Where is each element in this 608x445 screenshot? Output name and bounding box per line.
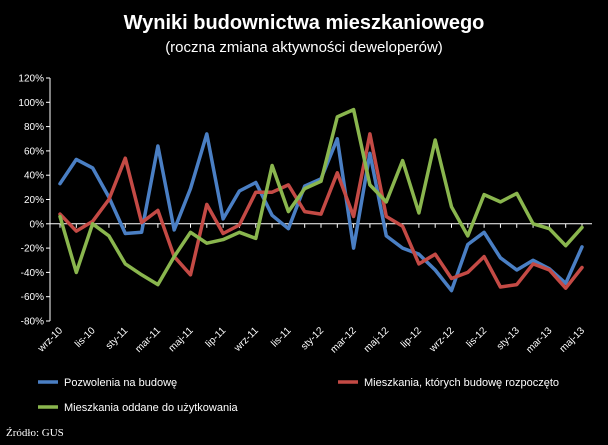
x-tick-label: lis-10	[73, 325, 98, 350]
x-tick-label: maj-11	[167, 325, 196, 354]
x-tick-label: wrz-10	[35, 325, 65, 355]
x-tick-label: wrz-11	[232, 325, 261, 354]
x-tick-label: wrz-12	[427, 325, 457, 355]
x-tick-labels: wrz-10 lis-10 sty-11 mar-11 maj-11 lip-11 wrz-…	[35, 223, 588, 356]
chart-subtitle: (roczna zmiana aktywności deweloperów)	[165, 39, 443, 56]
y-tick-label: -40%	[21, 268, 44, 279]
source-note: Źródło: GUS	[6, 427, 64, 439]
x-tick-label: maj-13	[558, 325, 588, 355]
legend-label: Pozwolenia na budowę	[64, 377, 177, 389]
x-tick-label: lis-11	[269, 325, 293, 349]
y-tick-label: 80%	[24, 122, 44, 133]
x-tick-label: lis-12	[465, 325, 490, 350]
legend-label: Mieszkania oddane do użytkowania	[64, 402, 239, 414]
legend-label: Mieszkania, których budowę rozpoczęto	[364, 377, 559, 389]
y-tick-label: -20%	[21, 244, 44, 255]
x-tick-label: mar-11	[133, 325, 163, 355]
legend: Pozwolenia na budowę Mieszkania, których …	[38, 377, 559, 414]
x-tick-label: mar-12	[329, 325, 359, 355]
y-tick-labels: 120% 100% 80% 60% 40% 20% 0% -20% -40% -60% -80%	[18, 74, 50, 328]
x-tick-label: sty-13	[495, 325, 522, 352]
x-tick-label: lip-11	[204, 325, 229, 350]
y-tick-label: 120%	[18, 74, 44, 85]
y-tick-label: 60%	[24, 146, 44, 157]
x-tick-label: mar-13	[524, 325, 554, 355]
y-tick-label: -60%	[21, 292, 44, 303]
x-tick-label: sty-12	[299, 325, 326, 352]
x-tick-label: maj-12	[362, 325, 392, 355]
chart-title: Wyniki budownictwa mieszkaniowego	[124, 12, 485, 34]
y-tick-label: -80%	[21, 317, 44, 328]
series-line-2	[58, 132, 584, 290]
y-tick-label: 40%	[24, 171, 44, 182]
series-lines	[58, 107, 584, 293]
x-tick-label: lip-12	[399, 325, 424, 350]
y-tick-label: 20%	[24, 195, 44, 206]
y-tick-label: 0%	[30, 219, 45, 230]
y-tick-label: 100%	[18, 98, 44, 109]
series-line-3	[58, 107, 584, 287]
x-tick-label: sty-11	[104, 325, 131, 352]
